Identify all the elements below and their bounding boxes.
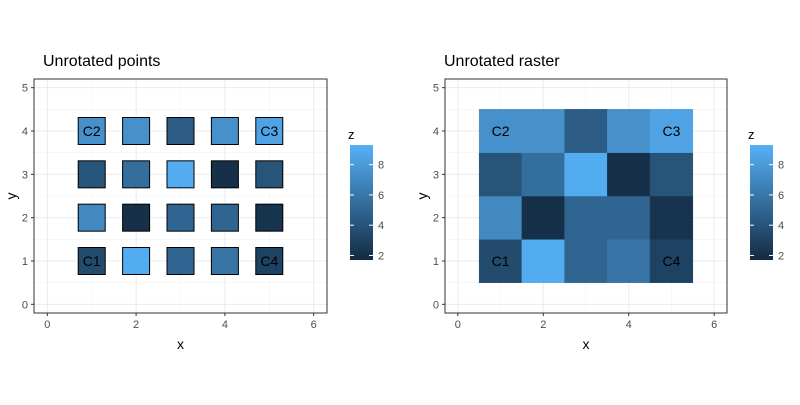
colorbar-tick-label: 4 (378, 220, 384, 232)
chart-title: Unrotated points (43, 53, 160, 70)
raster-cell (478, 152, 523, 197)
point-marker (77, 117, 106, 145)
raster-cell (521, 109, 565, 153)
raster-cell (649, 195, 694, 240)
y-tick-label: 4 (22, 126, 28, 138)
panel-1: Unrotated points C1 C4 C2 C3 0 2 4 6 0 1 2 3 4 5 x y z 2 4 6… (3, 53, 384, 352)
point-marker (255, 247, 284, 275)
x-axis-label: x (177, 336, 184, 352)
point-label: C2 (83, 123, 101, 139)
axis-ticks: 0 2 4 6 0 1 2 3 4 5 (22, 83, 317, 331)
raster-cell (607, 195, 651, 240)
colorbar-tick-label: 4 (778, 220, 784, 232)
point-marker (122, 247, 151, 275)
point-marker (255, 117, 284, 145)
raster-cell (607, 109, 651, 153)
x-tick-label: 2 (133, 319, 139, 331)
point-label: C4 (260, 253, 278, 269)
point-marker (210, 203, 239, 232)
y-axis-label: y (414, 193, 430, 200)
colorbar (750, 145, 773, 260)
panel-2: Unrotated raster C1 C4 C2 C3 0 2 4 6 0 1 2 3 4 5 x y z 2 4 6… (414, 53, 784, 352)
point-marker (210, 117, 239, 145)
legend-title: z (348, 127, 355, 142)
cell-label: C1 (492, 253, 510, 269)
x-tick-label: 6 (311, 319, 317, 331)
cell-label: C4 (663, 253, 681, 269)
point-marker (255, 203, 284, 232)
raster-cell (478, 195, 523, 240)
colorbar-tick-label: 6 (378, 190, 384, 202)
panel-border (444, 78, 728, 314)
y-tick-label: 5 (22, 83, 28, 95)
raster-cell (649, 152, 694, 197)
axis-ticks: 0 2 4 6 0 1 2 3 4 5 (433, 83, 717, 331)
cell-label: C3 (663, 123, 681, 139)
color-legend: z 2 4 6 8 (348, 127, 384, 262)
color-legend: z 2 4 6 8 (748, 127, 784, 262)
point-marker (122, 203, 151, 232)
chart-title: Unrotated raster (444, 53, 560, 70)
raster-cells: C1 C4 C2 C3 (478, 109, 694, 283)
y-tick-label: 3 (22, 169, 28, 181)
point-label: C1 (83, 253, 101, 269)
cell-label: C2 (492, 123, 510, 139)
colorbar-tick-label: 2 (378, 250, 384, 262)
colorbar (350, 145, 373, 260)
x-axis-label: x (583, 336, 590, 352)
raster-cell (521, 239, 565, 283)
y-axis-label: y (3, 193, 19, 200)
legend-title: z (748, 127, 755, 142)
y-tick-label: 0 (433, 299, 439, 311)
y-tick-label: 2 (22, 213, 28, 225)
y-tick-label: 0 (22, 299, 28, 311)
y-tick-label: 4 (433, 126, 439, 138)
colorbar-tick-label: 8 (378, 160, 384, 172)
point-marker (210, 247, 239, 275)
raster-cell (478, 109, 523, 153)
x-tick-label: 0 (455, 319, 461, 331)
point-marker (210, 160, 239, 189)
raster-cell (564, 152, 608, 197)
x-tick-label: 2 (540, 319, 546, 331)
raster-cell (521, 195, 565, 240)
panel-border (33, 78, 328, 314)
raster-cell (564, 239, 608, 283)
raster-cell (649, 109, 694, 153)
point-marker (77, 160, 106, 189)
point-marker (255, 160, 284, 189)
raster-cell (521, 152, 565, 197)
colorbar-tick-label: 8 (778, 160, 784, 172)
point-marker (166, 203, 195, 232)
point-marker (166, 247, 195, 275)
y-tick-label: 1 (433, 256, 439, 268)
point-marker (77, 247, 106, 275)
point-marker (77, 203, 106, 232)
x-tick-label: 0 (44, 319, 50, 331)
point-marker (122, 117, 151, 145)
y-tick-label: 1 (22, 256, 28, 268)
point-label: C3 (260, 123, 278, 139)
point-marker (166, 117, 195, 145)
raster-cell (607, 239, 651, 283)
raster-cell (564, 109, 608, 153)
point-marker (122, 160, 151, 189)
x-tick-label: 4 (626, 319, 632, 331)
y-tick-label: 5 (433, 83, 439, 95)
raster-cell (607, 152, 651, 197)
colorbar-tick-label: 2 (778, 250, 784, 262)
x-tick-label: 6 (711, 319, 717, 331)
point-marker (166, 160, 195, 189)
y-tick-label: 3 (433, 169, 439, 181)
raster-cell (564, 195, 608, 240)
x-tick-label: 4 (222, 319, 228, 331)
raster-cell (649, 239, 694, 283)
y-tick-label: 2 (433, 213, 439, 225)
point-markers: C1 C4 C2 C3 (77, 117, 284, 275)
colorbar-tick-label: 6 (778, 190, 784, 202)
